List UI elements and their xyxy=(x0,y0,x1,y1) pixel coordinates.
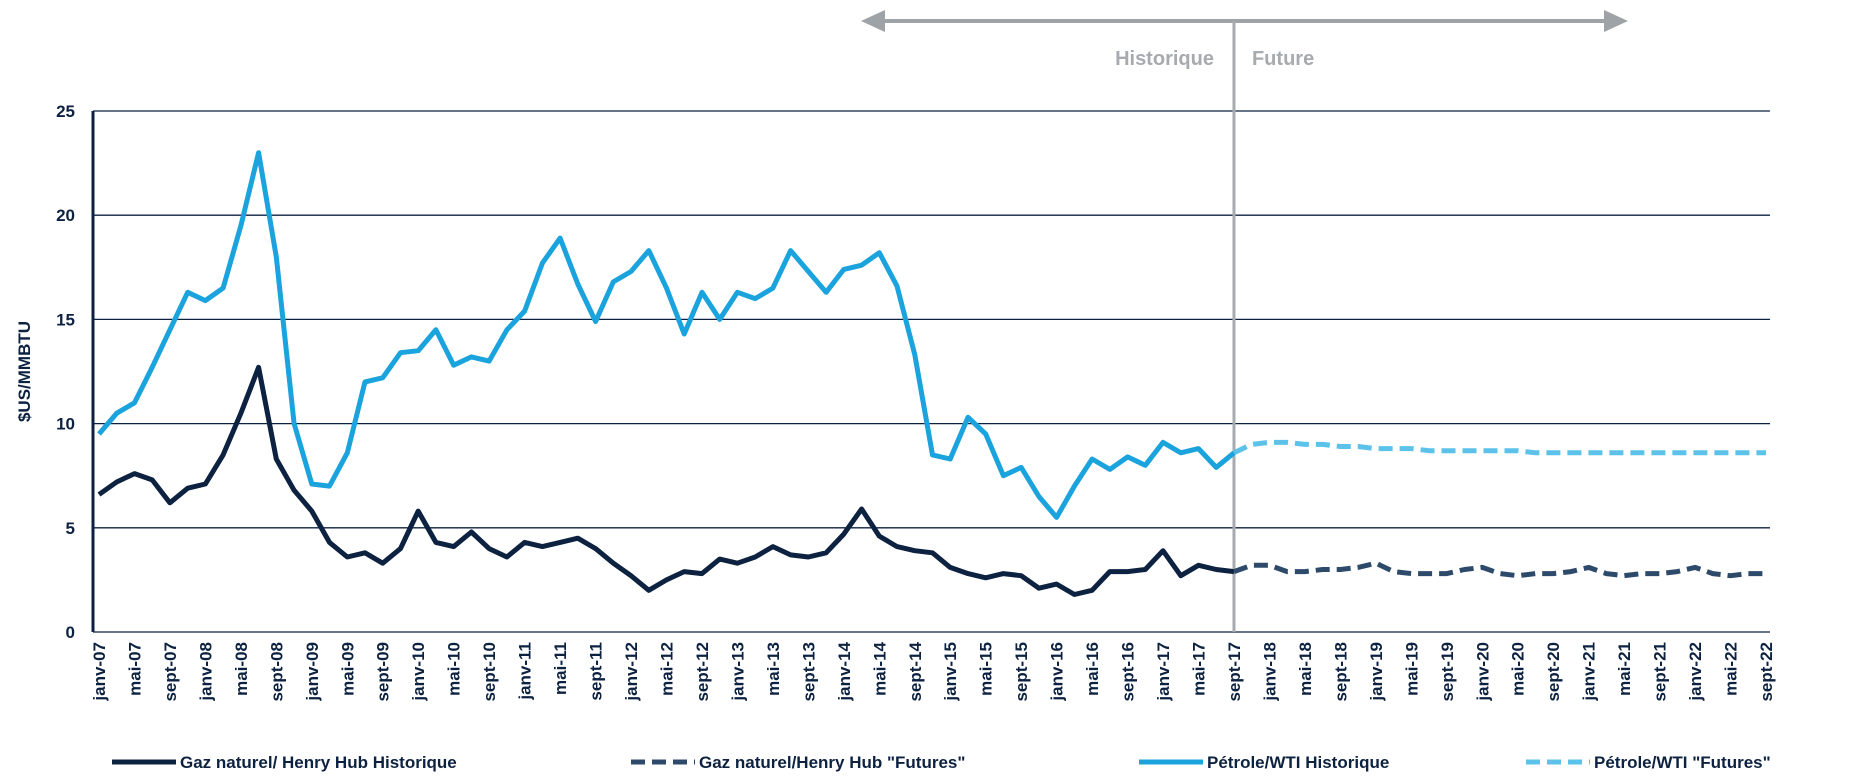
x-tick-label: mai-10 xyxy=(445,642,464,696)
legend-label: Gaz naturel/ Henry Hub Historique xyxy=(180,753,457,772)
x-tick-label: sept-17 xyxy=(1225,642,1244,702)
annotation-historical: Historique xyxy=(1115,48,1214,70)
annotation-future: Future xyxy=(1252,48,1314,70)
x-tick-label: sept-10 xyxy=(480,642,499,702)
x-tick-label: janv-13 xyxy=(728,642,747,702)
x-tick-label: janv-20 xyxy=(1473,642,1492,702)
x-tick-label: mai-16 xyxy=(1083,642,1102,696)
x-tick-label: janv-07 xyxy=(90,642,109,702)
y-tick-label: 15 xyxy=(56,310,75,329)
x-tick-label: mai-20 xyxy=(1509,642,1528,696)
x-tick-label: mai-11 xyxy=(551,642,570,695)
x-tick-label: mai-07 xyxy=(125,642,144,696)
x-tick-label: janv-14 xyxy=(835,641,854,701)
y-tick-label: 0 xyxy=(66,623,75,642)
x-tick-label: mai-15 xyxy=(977,642,996,696)
x-tick-label: sept-12 xyxy=(693,642,712,702)
legend-label: Gaz naturel/Henry Hub "Futures" xyxy=(699,753,965,772)
x-tick-label: mai-21 xyxy=(1615,642,1634,696)
x-tick-label: sept-20 xyxy=(1544,642,1563,702)
x-tick-label: mai-19 xyxy=(1402,642,1421,696)
series-line xyxy=(1232,439,1766,456)
x-tick-label: mai-22 xyxy=(1722,642,1741,696)
x-tick-label: sept-14 xyxy=(906,641,925,701)
x-tick-label: sept-08 xyxy=(267,642,286,702)
x-tick-label: janv-15 xyxy=(941,642,960,702)
x-tick-label: sept-07 xyxy=(161,642,180,702)
y-axis-label: $US/MMBTU xyxy=(15,321,34,422)
x-tick-label: janv-21 xyxy=(1580,642,1599,702)
series-line xyxy=(97,364,1235,597)
y-tick-label: 10 xyxy=(56,415,75,434)
x-tick-label: sept-18 xyxy=(1331,642,1350,702)
x-tick-label: mai-17 xyxy=(1190,642,1209,696)
x-tick-label: sept-15 xyxy=(1012,642,1031,702)
series-line xyxy=(97,150,1236,520)
y-tick-label: 5 xyxy=(66,519,75,538)
x-tick-label: mai-08 xyxy=(232,642,251,696)
legend-label: Pétrole/WTI "Futures" xyxy=(1594,753,1771,772)
x-tick-label: janv-16 xyxy=(1048,642,1067,702)
x-tick-label: sept-13 xyxy=(799,642,818,702)
x-tick-label: mai-12 xyxy=(657,642,676,696)
x-tick-label: sept-22 xyxy=(1757,642,1776,702)
x-tick-label: janv-19 xyxy=(1367,642,1386,702)
x-tick-label: janv-11 xyxy=(516,642,535,701)
x-tick-label: sept-11 xyxy=(587,642,606,701)
x-tick-label: janv-08 xyxy=(196,642,215,702)
x-tick-label: mai-14 xyxy=(870,641,889,695)
x-tick-label: sept-09 xyxy=(374,642,393,702)
x-tick-label: janv-22 xyxy=(1686,642,1705,702)
x-tick-label: sept-16 xyxy=(1119,642,1138,702)
x-tick-label: janv-17 xyxy=(1154,642,1173,702)
x-tick-label: janv-10 xyxy=(409,642,428,702)
y-tick-label: 25 xyxy=(56,102,75,121)
arrow-head-right xyxy=(1604,10,1628,32)
arrow-head-left xyxy=(861,10,885,32)
x-tick-label: janv-12 xyxy=(622,642,641,702)
series-line xyxy=(1233,560,1766,579)
x-tick-label: janv-18 xyxy=(1260,642,1279,702)
x-tick-label: sept-19 xyxy=(1438,642,1457,702)
x-tick-label: janv-09 xyxy=(303,642,322,702)
x-tick-label: mai-18 xyxy=(1296,642,1315,696)
y-tick-label: 20 xyxy=(56,206,75,225)
x-tick-label: sept-21 xyxy=(1651,642,1670,702)
x-tick-label: mai-09 xyxy=(338,642,357,696)
legend-label: Pétrole/WTI Historique xyxy=(1207,753,1389,772)
x-tick-label: mai-13 xyxy=(764,642,783,696)
